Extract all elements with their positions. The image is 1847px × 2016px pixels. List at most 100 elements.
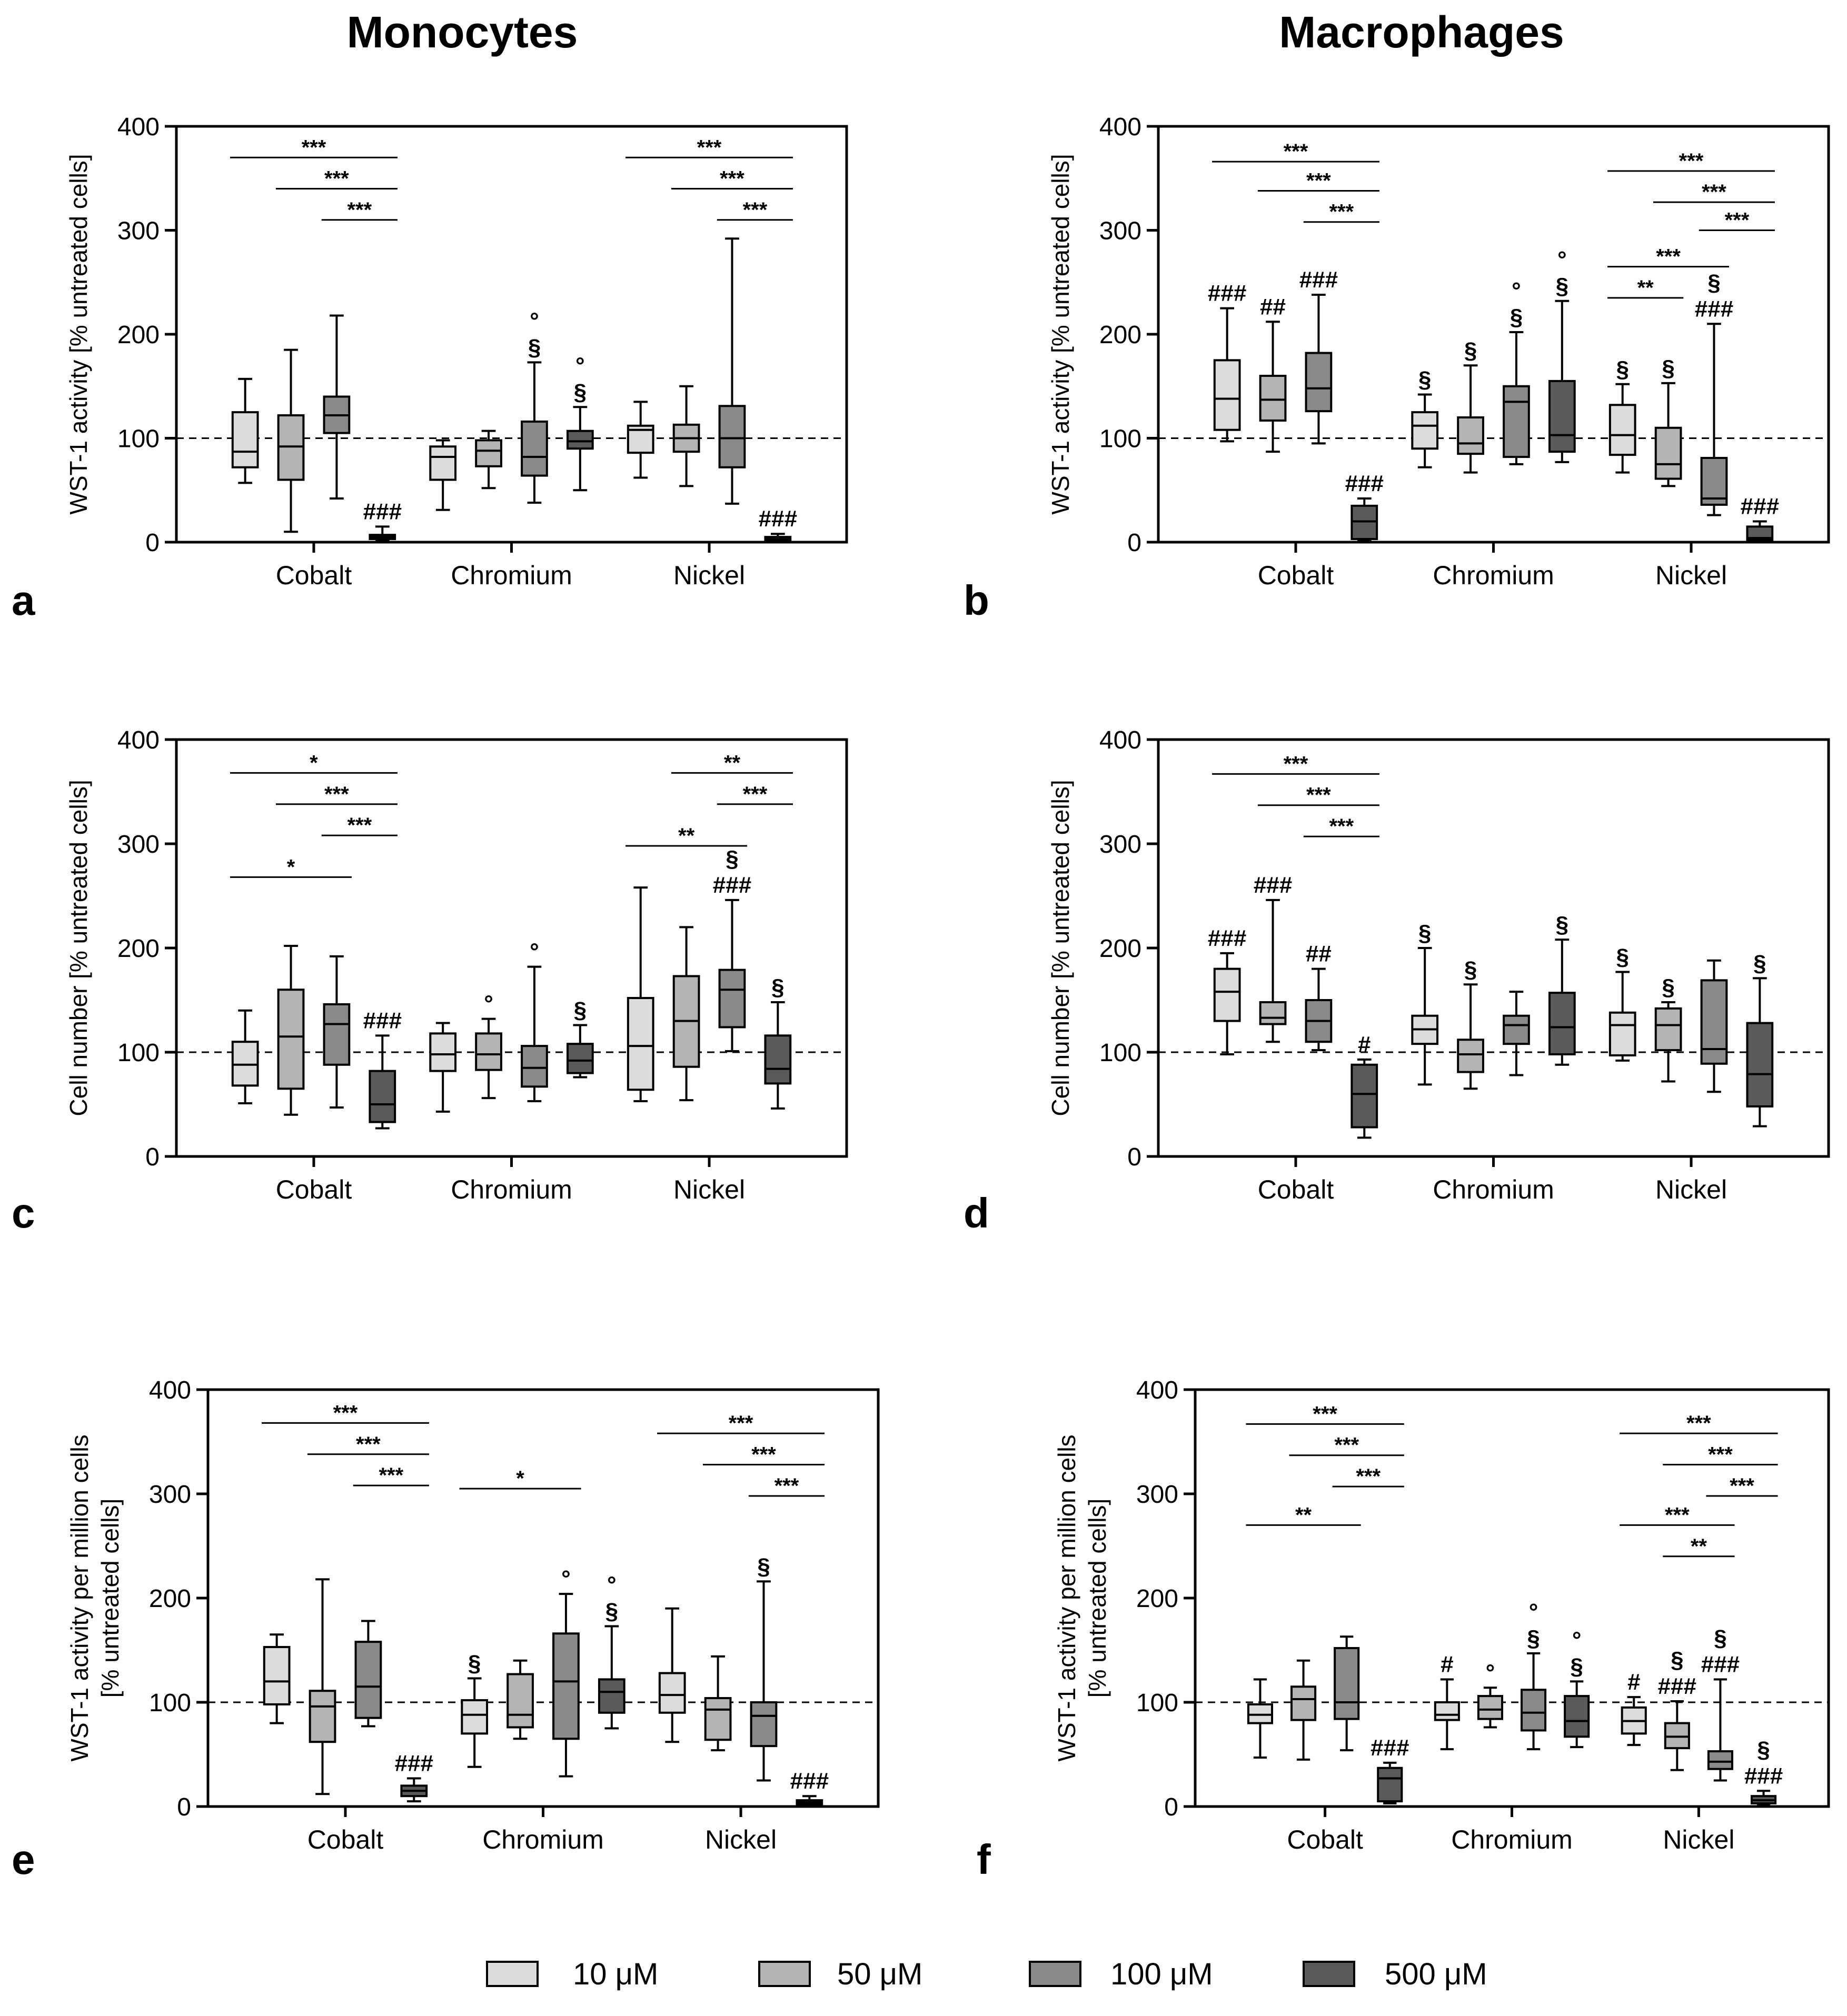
legend-swatch-500um — [1303, 1961, 1355, 1987]
box-iqr — [429, 445, 457, 481]
y-tick-label: 300 — [1099, 831, 1141, 859]
panel-a: a 0 100 200 300 400 WST-1 activity [% untreate… — [12, 113, 848, 624]
y-tick-label: 100 — [1099, 1039, 1141, 1067]
box-iqr — [354, 1641, 382, 1719]
panel-letter-b: b — [964, 577, 989, 624]
y-tick-label: 200 — [1136, 1585, 1178, 1613]
significance-label: ** — [1295, 1503, 1312, 1526]
box-iqr — [1477, 1695, 1504, 1720]
y-tick-label: 0 — [145, 529, 160, 557]
significance-label: *** — [1708, 1443, 1733, 1466]
box-nickel-50M — [704, 1655, 732, 1752]
significance-label: *** — [302, 136, 326, 159]
mark-degree: ° — [484, 991, 493, 1017]
panel-letter-a: a — [12, 577, 35, 624]
y-axis-label: WST-1 activity [% untreated cells] — [1047, 154, 1074, 514]
significance-label: *** — [1730, 1474, 1754, 1498]
box-cobalt-10M — [231, 1009, 259, 1105]
box-nickel-10M — [1608, 971, 1636, 1062]
box-iqr — [1305, 352, 1333, 413]
box-cobalt-10M — [1213, 952, 1241, 1055]
mark-section: § — [528, 334, 541, 360]
box-iqr — [1548, 992, 1576, 1055]
mark-section: § — [1527, 1625, 1540, 1651]
box-iqr — [1654, 426, 1682, 480]
legend: 10 μM 50 μM 100 μM 500 μM — [486, 1957, 1487, 1991]
y-tick-label: 400 — [117, 726, 160, 754]
box-cobalt-10M — [1213, 307, 1241, 443]
box-chromium-50M — [475, 1017, 502, 1100]
x-category-label-chromium: Chromium — [1433, 1175, 1554, 1204]
x-category-label-nickel: Nickel — [705, 1825, 777, 1854]
mark-section: § — [605, 1598, 618, 1624]
box-cobalt-10M — [231, 377, 259, 484]
mark-hash: # — [1627, 1669, 1640, 1695]
significance-label: *** — [743, 783, 768, 806]
box-iqr — [323, 1003, 351, 1066]
box-chromium-50M — [1457, 364, 1484, 474]
box-iqr — [658, 1672, 686, 1714]
mark-section: § — [1714, 1625, 1726, 1651]
box-nickel-100M — [1700, 959, 1728, 1093]
box-chromium-10M — [1411, 393, 1439, 468]
box-cobalt-500M — [1351, 497, 1378, 542]
box-iqr — [1377, 1767, 1403, 1803]
box-nickel-100M — [718, 237, 746, 505]
mark-hash: ### — [1658, 1673, 1696, 1699]
mark-section: § — [757, 1553, 770, 1579]
x-category-label-cobalt: Cobalt — [276, 1175, 352, 1204]
y-axis-label: Cell number [% untreated cells] — [65, 780, 92, 1116]
mark-degree: ° — [530, 939, 539, 965]
significance-label: *** — [774, 1474, 799, 1498]
significance-label: *** — [1284, 752, 1308, 775]
y-tick-label: 100 — [1099, 425, 1141, 453]
box-iqr — [1608, 404, 1636, 456]
significance-label: * — [516, 1467, 524, 1490]
mark-hash: ### — [1744, 1763, 1783, 1789]
box-cobalt-10M — [263, 1633, 291, 1724]
column-title-monocytes: Monocytes — [347, 7, 578, 57]
box-chromium-500M — [566, 1024, 594, 1079]
box-iqr — [627, 997, 654, 1091]
box-iqr — [429, 1032, 457, 1072]
mark-section: § — [1464, 337, 1477, 363]
legend-label-100um: 100 μM — [1110, 1957, 1213, 1991]
x-category-label-chromium: Chromium — [451, 1175, 572, 1204]
significance-label: ** — [1637, 276, 1654, 300]
x-category-label-nickel: Nickel — [1655, 1175, 1727, 1204]
mark-section: § — [1510, 304, 1523, 330]
box-iqr — [369, 1070, 396, 1123]
mark-section: § — [574, 379, 587, 405]
box-iqr — [1457, 1039, 1484, 1073]
panel-f: f 0 100 200 300 400 WST-1 activity per million… — [977, 1376, 1830, 1883]
mark-hash: ### — [1345, 471, 1384, 496]
box-nickel-100M — [718, 899, 746, 1053]
y-tick-label: 300 — [1136, 1481, 1178, 1509]
box-iqr — [1503, 385, 1530, 458]
box-iqr — [566, 1043, 594, 1074]
box-cobalt-50M — [1259, 899, 1287, 1043]
box-iqr — [1700, 457, 1728, 506]
significance-label: *** — [324, 783, 349, 806]
significance-label: *** — [1306, 784, 1331, 807]
y-tick-label: 0 — [1164, 1793, 1178, 1821]
y-axis-label: [% untreated cells] — [96, 1499, 124, 1698]
legend-swatch-10um — [486, 1961, 539, 1987]
mark-hash: ### — [790, 1768, 829, 1794]
mark-hash: ### — [363, 498, 402, 524]
y-tick-label: 200 — [149, 1585, 191, 1613]
mark-section: § — [1662, 974, 1674, 1000]
box-iqr — [521, 1045, 548, 1088]
significance-label: *** — [1284, 140, 1308, 163]
y-tick-label: 200 — [117, 321, 160, 349]
panel-letter-c: c — [12, 1190, 35, 1236]
mark-section: § — [1464, 956, 1477, 982]
x-category-label-chromium: Chromium — [451, 561, 572, 590]
box-chromium-500M — [1564, 1680, 1590, 1749]
significance-label: *** — [324, 167, 349, 191]
y-tick-label: 0 — [177, 1793, 191, 1821]
significance-label: *** — [729, 1412, 753, 1435]
box-chromium-10M — [429, 1022, 457, 1113]
y-axis-label: WST-1 activity per million cells — [66, 1434, 93, 1761]
